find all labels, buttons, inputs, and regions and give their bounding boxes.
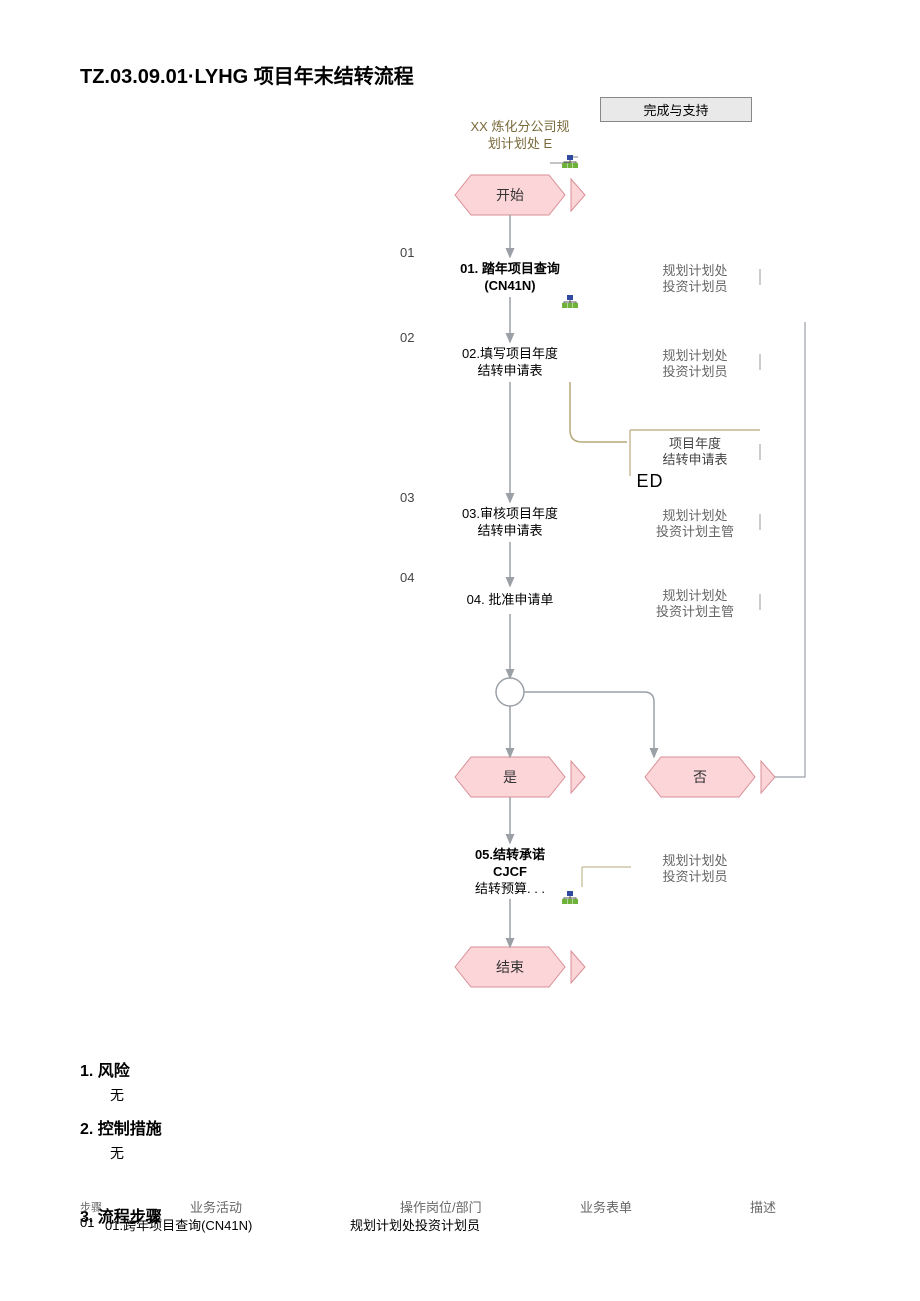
document-box: 项目年度结转申请表 [640,436,750,467]
step-05-role: 规划计划处投资计划员 [635,853,755,884]
org-icon [562,155,578,169]
svg-text:结束: 结束 [496,960,524,976]
step-01-label: 01. 踏年项目查询 (CN41N) [440,261,580,295]
step-04-role: 规划计划处投资计划主管 [635,588,755,619]
org-icon [562,891,578,905]
col-step: 步骤 [80,1199,102,1215]
step-01-role: 规划计划处投资计划员 [635,263,755,294]
step-05-label: 05.结转承诺 CJCF 结转预算. . . [440,847,580,898]
col-form: 业务表单 [580,1197,632,1216]
step-03-role: 规划计划处投资计划主管 [635,508,755,539]
flow-diagram: 开始是 否结束 完成与支持 XX 炼化分公司规划计划处 E 01 02 03 04… [80,97,840,1037]
sections: 1. 风险 无 2. 控制措施 无 3. 流程步骤 步骤 业务活动 操作岗位/部… [80,1057,840,1253]
svg-text:是: 是 [503,771,517,786]
svg-text:开始: 开始 [496,188,524,204]
row1-role: 规划计划处投资计划员 [350,1215,480,1234]
col-role: 操作岗位/部门 [400,1197,482,1216]
col-activity: 业务活动 [190,1197,242,1216]
row1-step: 01 [80,1215,94,1230]
step-02-role: 规划计划处投资计划员 [635,348,755,379]
row1-activity: 01.跨年项目查询(CN41N) [105,1215,252,1234]
support-header: 完成与支持 [600,97,752,122]
svg-text:否: 否 [693,771,707,786]
page-title: TZ.03.09.01·LYHG 项目年末结转流程 [80,60,840,89]
step-02-label: 02.填写项目年度 结转申请表 [440,346,580,380]
col-desc: 描述 [750,1197,776,1216]
risk-heading: 1. 风险 [80,1057,840,1081]
doc-ed-label: ED [620,470,680,493]
step-num-01: 01 [400,245,414,260]
control-body: 无 [110,1143,840,1163]
control-heading: 2. 控制措施 [80,1115,170,1139]
step-04-label: 04. 批准申请单 [440,592,580,609]
step-num-03: 03 [400,490,414,505]
step-num-04: 04 [400,570,414,585]
step-03-label: 03.审核项目年度 结转申请表 [440,506,580,540]
process-steps-table: 3. 流程步骤 步骤 业务活动 操作岗位/部门 业务表单 描述 01 01.跨年… [80,1193,840,1253]
step-num-02: 02 [400,330,414,345]
org-icon [562,295,578,309]
top-role: XX 炼化分公司规划计划处 E [450,119,590,153]
risk-body: 无 [110,1085,840,1105]
